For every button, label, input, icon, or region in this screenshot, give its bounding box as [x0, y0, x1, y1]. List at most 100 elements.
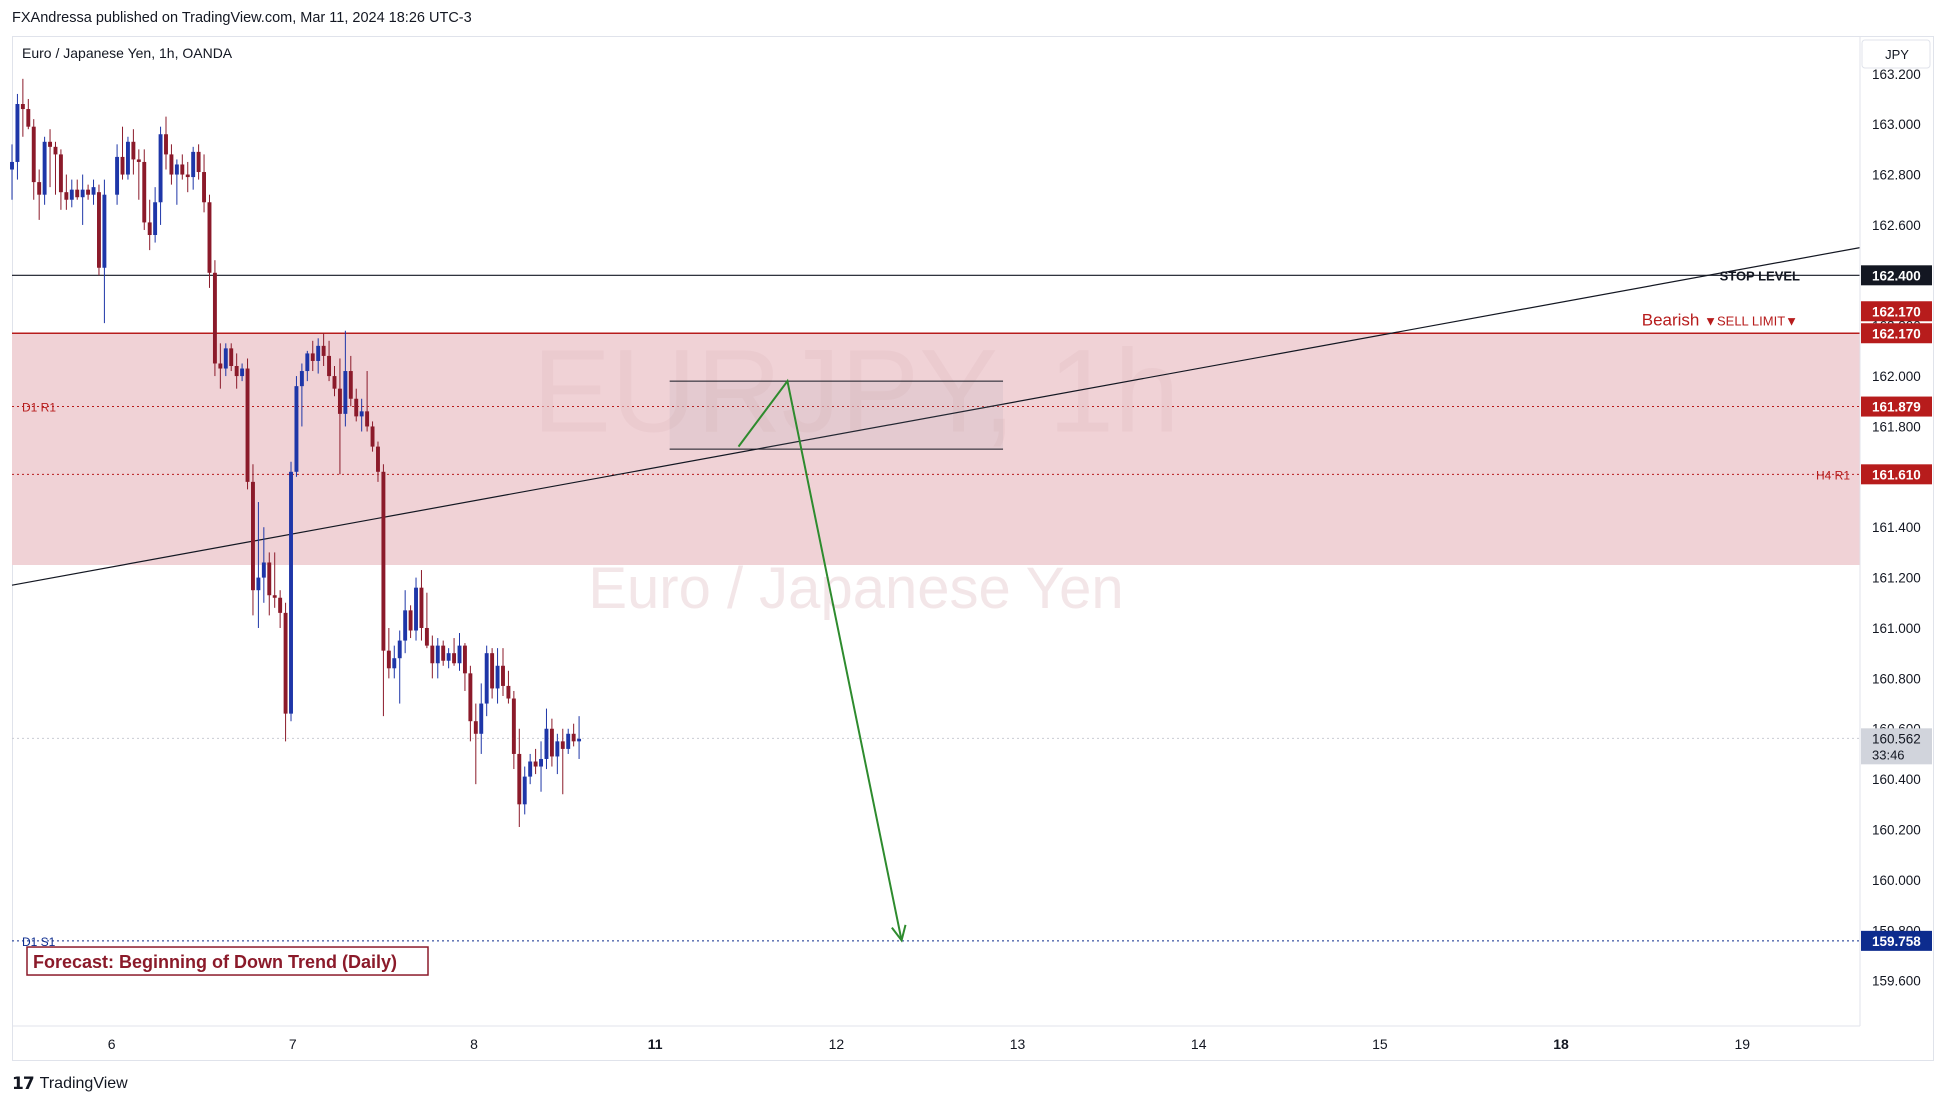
candle-body [549, 728, 554, 757]
candle-body [229, 348, 234, 366]
price-badge-stop-level [1861, 265, 1932, 286]
level-text-sell-limit: Bearish ▼SELL LIMIT▼ [1642, 310, 1798, 329]
candle-body [376, 446, 380, 472]
candle-body [490, 653, 495, 689]
price-badge-h4-r1 [1861, 464, 1932, 485]
candle-body [299, 371, 304, 387]
x-tick-label: 7 [289, 1036, 297, 1052]
candle-body [169, 154, 174, 175]
y-tick-label: 163.200 [1872, 67, 1921, 82]
sell-limit-label: ▼SELL LIMIT▼ [1704, 313, 1798, 328]
candle-body [365, 411, 370, 427]
candle-body [560, 741, 565, 749]
x-tick-label: 8 [470, 1036, 478, 1052]
candle-body [533, 761, 538, 767]
price-badge-label: 162.170 [1872, 326, 1921, 341]
forecast-arrowhead-icon [891, 924, 907, 943]
price-badge-d1-s1 [1861, 930, 1932, 951]
footer-brand[interactable]: 𝟭𝟳 TradingView [12, 1074, 128, 1094]
candle-body [64, 192, 69, 200]
y-tick-label: 162.000 [1872, 369, 1921, 384]
candle-body [424, 627, 429, 646]
tradingview-logo-icon: 𝟭𝟳 [12, 1074, 35, 1093]
candle-body [571, 733, 576, 742]
candle-body [316, 345, 321, 361]
countdown-label: 33:46 [1872, 747, 1905, 762]
candle-body [153, 202, 158, 236]
y-tick-label: 161.000 [1872, 621, 1921, 636]
forecast-annotation-box [26, 946, 429, 976]
candle-body [26, 109, 31, 127]
price-badge-label: 161.610 [1872, 467, 1921, 482]
candle-body [142, 161, 147, 223]
price-badge-sell-limit-upper [1861, 301, 1932, 322]
candle-body [506, 685, 511, 699]
candle-body [310, 353, 315, 361]
candle-body [348, 371, 353, 399]
candle-body [419, 587, 424, 628]
candle-body [42, 141, 47, 195]
last-price-label: 160.562 [1872, 731, 1921, 746]
publisher-header: FXAndressa published on TradingView.com,… [12, 10, 472, 26]
y-tick-label: 162.600 [1872, 218, 1921, 233]
candle-body [20, 104, 25, 110]
footer-brand-label: TradingView [39, 1075, 128, 1092]
x-tick-label: 13 [1010, 1036, 1026, 1052]
candle-body [212, 272, 217, 364]
candle-body [501, 665, 505, 686]
candle-body [136, 159, 141, 162]
candle-body [218, 363, 223, 369]
candle-body [191, 151, 196, 178]
candle-body [435, 645, 440, 664]
candle-body [517, 753, 522, 805]
currency-box [1861, 39, 1931, 69]
candle-body [251, 481, 255, 591]
candle-body [120, 156, 125, 175]
candle-body [185, 174, 190, 178]
y-tick-label: 161.400 [1872, 520, 1921, 535]
level-text-stop-level: STOP LEVEL [1720, 268, 1800, 283]
candle-body [441, 645, 446, 661]
candle-body [115, 156, 120, 195]
candle-body [479, 703, 484, 734]
candle-body [386, 650, 391, 669]
candle-body [69, 189, 74, 200]
candle-body [381, 471, 386, 651]
candle-body [457, 645, 462, 664]
candle-body [414, 587, 418, 631]
candle-body [337, 388, 342, 414]
candle-body [58, 154, 63, 193]
candle-body [80, 189, 85, 198]
price-badge-label: 159.758 [1872, 934, 1921, 949]
chart-title: Euro / Japanese Yen, 1h, OANDA [22, 45, 233, 61]
candle-body [164, 134, 168, 155]
candle-body [468, 673, 473, 722]
candle-body [223, 348, 228, 369]
candle-body [430, 645, 435, 664]
candle-body [289, 471, 293, 714]
candle-body [174, 164, 179, 175]
candle-body [332, 376, 337, 389]
candle-body [392, 658, 397, 669]
x-tick-label: 15 [1372, 1036, 1388, 1052]
y-tick-label: 161.800 [1872, 419, 1921, 434]
candle-body [354, 398, 359, 417]
candle-body [294, 386, 299, 472]
price-badge-sell-limit [1861, 323, 1932, 344]
candle-body [37, 182, 42, 195]
level-text-d1-r1: D1 R1 [22, 401, 56, 415]
candle-body [408, 610, 413, 631]
candle-body [180, 164, 185, 175]
candle-body [131, 141, 136, 160]
candle-body [272, 595, 277, 598]
x-tick-label: 19 [1734, 1036, 1750, 1052]
candle-body [53, 146, 58, 155]
candle-body [577, 738, 582, 742]
candle-body [125, 141, 130, 175]
candle-body [452, 653, 457, 664]
candle-body [86, 189, 91, 195]
y-tick-label: 161.200 [1872, 571, 1921, 586]
candle-body [462, 645, 467, 674]
candle-body [278, 597, 283, 613]
